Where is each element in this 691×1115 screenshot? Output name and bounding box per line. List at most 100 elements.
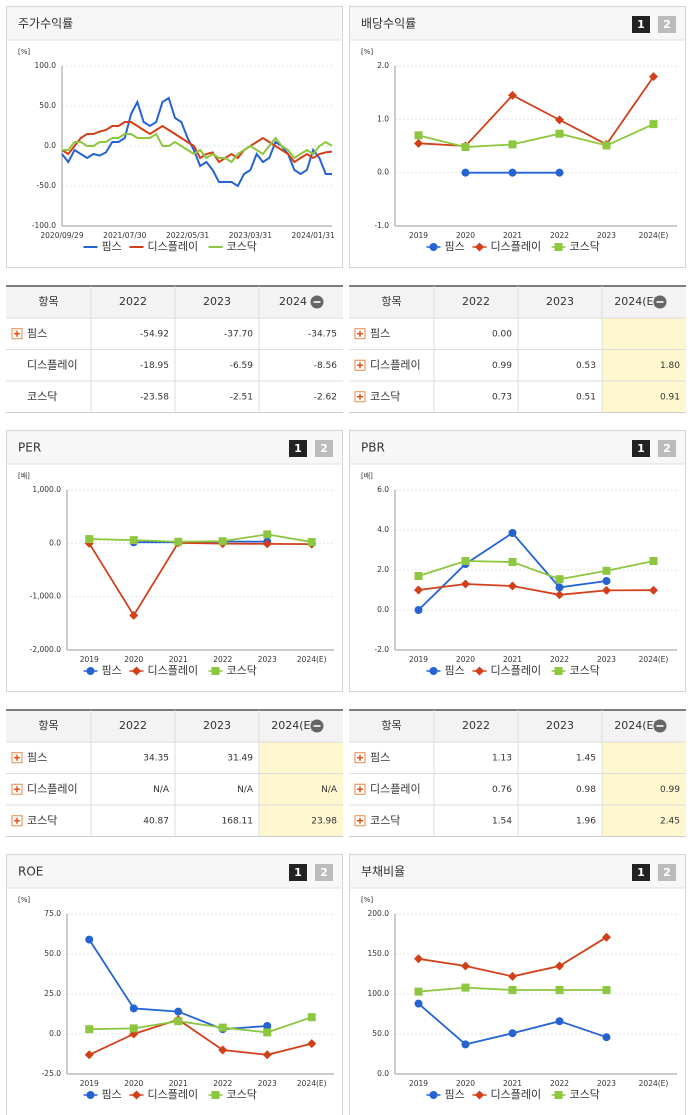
y-unit: [배] bbox=[361, 471, 373, 480]
marker bbox=[554, 667, 563, 675]
expand-icon-plus[interactable] bbox=[357, 817, 363, 824]
button[interactable] bbox=[315, 864, 333, 881]
legend-label: 코스닥 bbox=[227, 1088, 257, 1101]
button[interactable] bbox=[632, 440, 650, 457]
button[interactable] bbox=[289, 440, 307, 457]
marker bbox=[555, 168, 564, 177]
button-label[interactable]: 2 bbox=[663, 866, 671, 879]
marker bbox=[129, 1024, 138, 1033]
expand-icon-plus[interactable] bbox=[14, 817, 20, 824]
legend-label: 핌스 bbox=[445, 664, 465, 677]
table-header: 2022 bbox=[462, 719, 490, 732]
marker bbox=[211, 1091, 220, 1099]
legend-label: 디스플레이 bbox=[148, 240, 199, 253]
y-tick-label: 50.0 bbox=[372, 1029, 389, 1038]
table-header: 2024(E) bbox=[614, 295, 658, 308]
marker bbox=[132, 666, 141, 676]
expand-icon-plus[interactable] bbox=[14, 330, 20, 337]
button-label[interactable]: 2 bbox=[320, 442, 328, 455]
marker bbox=[461, 579, 470, 589]
cell: 0.99 bbox=[660, 785, 680, 795]
expand-icon-plus[interactable] bbox=[14, 754, 20, 761]
cell: -37.70 bbox=[224, 329, 253, 339]
button-label[interactable]: 2 bbox=[663, 18, 671, 31]
y-tick-label: 25.0 bbox=[44, 989, 61, 998]
x-tick-label: 2020 bbox=[124, 1079, 143, 1088]
button-label[interactable]: 2 bbox=[320, 866, 328, 879]
highlight-cell bbox=[602, 318, 686, 350]
highlight-cell bbox=[602, 773, 686, 805]
cell: 0.98 bbox=[576, 785, 596, 795]
button-label[interactable]: 1 bbox=[637, 18, 645, 31]
x-tick-label: 2022/05/31 bbox=[166, 231, 209, 240]
cell: 34.35 bbox=[143, 753, 169, 763]
marker bbox=[218, 537, 227, 546]
panel-header bbox=[350, 7, 685, 40]
y-tick-label: -25.0 bbox=[42, 1069, 62, 1078]
table-header: 2023 bbox=[546, 295, 574, 308]
x-tick-label: 2024(E) bbox=[639, 231, 669, 240]
expand-icon-plus[interactable] bbox=[357, 330, 363, 337]
cell: 0.76 bbox=[492, 785, 512, 795]
table-header: 항목 bbox=[381, 295, 401, 308]
expand-icon-plus[interactable] bbox=[357, 362, 363, 369]
x-tick-label: 2020 bbox=[456, 1079, 475, 1088]
panel-header bbox=[7, 7, 342, 40]
table-header: 2024 bbox=[279, 295, 307, 308]
highlight-cell bbox=[602, 381, 686, 413]
marker bbox=[85, 1025, 94, 1034]
marker bbox=[84, 1050, 94, 1060]
marker bbox=[555, 583, 564, 592]
legend-label: 디스플레이 bbox=[491, 664, 542, 677]
button[interactable] bbox=[289, 864, 307, 881]
marker bbox=[508, 140, 517, 149]
marker bbox=[475, 666, 484, 676]
highlight-cell bbox=[259, 742, 343, 774]
button-label[interactable]: 2 bbox=[663, 442, 671, 455]
expand-icon-plus[interactable] bbox=[14, 786, 20, 793]
button[interactable] bbox=[658, 16, 676, 33]
cell: -2.51 bbox=[230, 392, 253, 402]
button-label[interactable]: 1 bbox=[637, 866, 645, 879]
row-label: 디스플레이 bbox=[370, 358, 421, 371]
marker bbox=[414, 999, 423, 1008]
button-label[interactable]: 1 bbox=[637, 442, 645, 455]
chart-title: 부채비율 bbox=[361, 865, 405, 879]
legend-label: 디스플레이 bbox=[148, 664, 199, 677]
x-tick-label: 2023 bbox=[597, 231, 616, 240]
legend-label: 핌스 bbox=[445, 240, 465, 253]
table-header: 2023 bbox=[546, 719, 574, 732]
expand-icon-plus[interactable] bbox=[357, 754, 363, 761]
highlight-cell bbox=[602, 742, 686, 774]
row-label: 디스플레이 bbox=[27, 782, 78, 795]
marker bbox=[555, 575, 564, 584]
x-tick-label: 2020 bbox=[456, 231, 475, 240]
cell: -6.59 bbox=[230, 361, 254, 371]
marker bbox=[475, 242, 484, 252]
table-header: 2024(E) bbox=[614, 719, 658, 732]
marker bbox=[555, 590, 564, 600]
y-tick-label: 0.0 bbox=[49, 538, 61, 547]
x-tick-label: 2022 bbox=[213, 655, 232, 664]
cell: 40.87 bbox=[143, 816, 169, 826]
marker bbox=[263, 1028, 272, 1037]
button[interactable] bbox=[658, 440, 676, 457]
row-label: 핌스 bbox=[370, 751, 390, 764]
button[interactable] bbox=[658, 864, 676, 881]
expand-icon-plus[interactable] bbox=[357, 786, 363, 793]
marker bbox=[429, 1091, 438, 1099]
button-label[interactable]: 1 bbox=[294, 442, 302, 455]
marker bbox=[508, 986, 517, 994]
chart-title: PBR bbox=[361, 441, 385, 455]
button[interactable] bbox=[632, 864, 650, 881]
marker bbox=[508, 971, 517, 981]
row-label: 코스닥 bbox=[27, 390, 57, 403]
series-line bbox=[418, 123, 654, 148]
marker bbox=[555, 961, 564, 971]
button-label[interactable]: 1 bbox=[294, 866, 302, 879]
marker bbox=[307, 1013, 316, 1022]
button[interactable] bbox=[632, 16, 650, 33]
button[interactable] bbox=[315, 440, 333, 457]
series-line bbox=[89, 533, 312, 543]
expand-icon-plus[interactable] bbox=[357, 393, 363, 400]
